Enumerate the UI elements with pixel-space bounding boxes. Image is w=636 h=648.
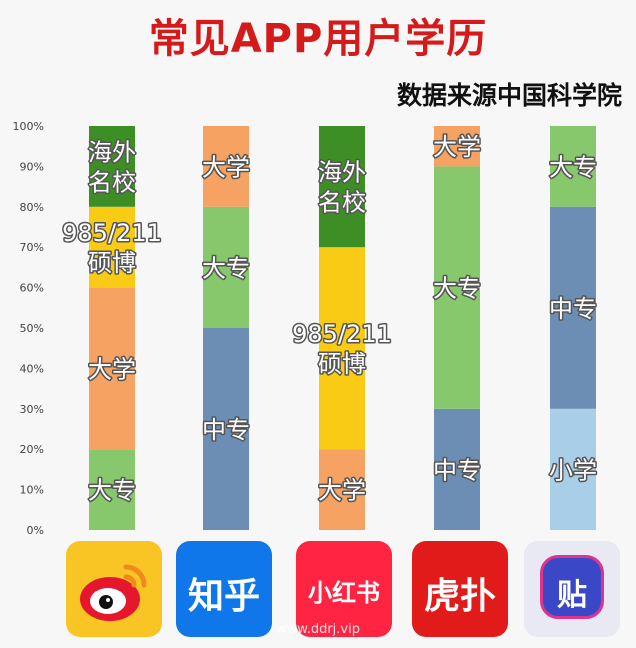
segment-label: 中专 bbox=[433, 456, 481, 484]
bar-segment-tieba bbox=[550, 126, 596, 207]
segment-label: 大学 bbox=[88, 355, 136, 383]
y-tick-label: 30% bbox=[20, 403, 44, 416]
bar-segment-weibo bbox=[89, 206, 135, 288]
bar-segment-zhihu bbox=[203, 126, 249, 207]
hupu-icon-text: 虎扑 bbox=[423, 576, 496, 617]
segment-label: 大学 bbox=[433, 133, 481, 161]
bar-segment-weibo bbox=[89, 287, 135, 450]
watermark: www.ddrj.vip bbox=[276, 622, 360, 637]
bar-segment-xiaohongshu bbox=[319, 449, 365, 530]
bar-segment-weibo bbox=[89, 449, 135, 530]
stacked-bar-chart: 0%10%20%30%40%50%60%70%80%90%100% 大专大学98… bbox=[13, 120, 599, 537]
y-tick-label: 10% bbox=[20, 484, 44, 497]
segment-label: 985/211 硕博 bbox=[62, 219, 162, 277]
segment-label: 大专 bbox=[433, 275, 481, 303]
bar-segment-tieba bbox=[550, 206, 596, 409]
y-tick-label: 90% bbox=[20, 160, 44, 173]
y-tick-label: 60% bbox=[20, 282, 44, 295]
segment-label: 大专 bbox=[549, 153, 597, 181]
bar-segment-hupu bbox=[434, 166, 480, 409]
y-tick-label: 20% bbox=[20, 443, 44, 456]
bar-segment-hupu bbox=[434, 126, 480, 167]
zhihu-icon[interactable]: 知乎 bbox=[176, 541, 272, 637]
tieba-icon[interactable]: 贴 bbox=[524, 541, 620, 637]
segment-label: 小学 bbox=[549, 456, 597, 484]
y-tick-label: 80% bbox=[20, 201, 44, 214]
xiaohongshu-icon-text: 小红书 bbox=[308, 579, 380, 607]
bar-segment-zhihu bbox=[203, 328, 249, 530]
tieba-icon-badge: 贴 bbox=[540, 555, 604, 619]
segment-label: 985/211 硕博 bbox=[292, 320, 392, 378]
segment-label: 中专 bbox=[202, 416, 250, 444]
segment-label: 大专 bbox=[88, 477, 136, 505]
bar-segment-xiaohongshu bbox=[319, 247, 365, 450]
bar-segment-zhihu bbox=[203, 206, 249, 328]
y-tick-label: 100% bbox=[13, 120, 44, 133]
segment-label: 海外名校 bbox=[318, 159, 366, 217]
chart-title: 常见APP用户学历 bbox=[148, 16, 488, 62]
hupu-icon[interactable]: 虎扑 bbox=[412, 541, 508, 637]
weibo-logo-graphic bbox=[80, 564, 147, 621]
tieba-icon-text: 贴 bbox=[557, 578, 587, 613]
segment-label: 海外名校 bbox=[88, 138, 136, 196]
chart-subtitle: 数据来源中国科学院 bbox=[396, 81, 622, 110]
bar-segment-xiaohongshu bbox=[319, 126, 365, 248]
y-tick-label: 40% bbox=[20, 362, 44, 375]
y-tick-label: 0% bbox=[27, 524, 44, 537]
bar-segment-hupu bbox=[434, 408, 480, 530]
segment-label: 大专 bbox=[202, 254, 250, 282]
y-tick-label: 50% bbox=[20, 322, 44, 335]
segment-label: 中专 bbox=[549, 295, 597, 323]
zhihu-icon-text: 知乎 bbox=[187, 576, 260, 617]
segment-label: 大学 bbox=[318, 477, 366, 505]
xiaohongshu-icon[interactable]: 小红书 bbox=[296, 541, 392, 637]
segment-label: 大学 bbox=[202, 153, 250, 181]
y-tick-label: 70% bbox=[20, 241, 44, 254]
bar-segment-tieba bbox=[550, 408, 596, 530]
weibo-icon[interactable] bbox=[66, 541, 162, 637]
bar-segment-weibo bbox=[89, 126, 135, 207]
y-axis: 0% 10% 20% 30% 40% 50% 60% 70% 80% 90% 100% bbox=[13, 120, 44, 537]
